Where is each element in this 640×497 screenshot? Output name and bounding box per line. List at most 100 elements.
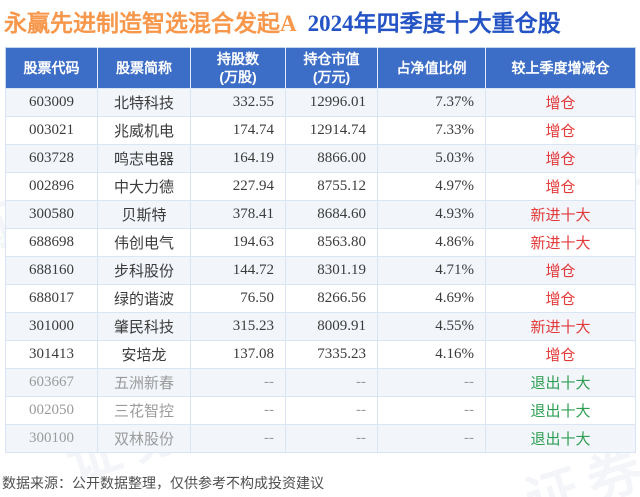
table-row: 688017 绿的谐波 76.50 8266.56 4.69% 增仓 bbox=[5, 284, 636, 313]
cell-position-change: 增仓 bbox=[485, 172, 636, 201]
cell-market-value: -- bbox=[285, 396, 378, 425]
cell-market-value: 12914.74 bbox=[285, 116, 378, 145]
cell-stock-code: 688017 bbox=[5, 284, 98, 313]
table-row: 300580 贝斯特 378.41 8684.60 4.93% 新进十大 bbox=[5, 200, 636, 229]
cell-shares-held: 137.08 bbox=[190, 340, 286, 369]
cell-net-pct: -- bbox=[377, 424, 486, 453]
cell-stock-code: 603728 bbox=[5, 144, 98, 173]
cell-position-change: 增仓 bbox=[485, 88, 636, 117]
cell-shares-held: 227.94 bbox=[190, 172, 286, 201]
cell-net-pct: 7.37% bbox=[377, 88, 486, 117]
table-row: 603728 鸣志电器 164.19 8866.00 5.03% 增仓 bbox=[5, 144, 636, 173]
cell-market-value: -- bbox=[285, 368, 378, 397]
cell-market-value: 8866.00 bbox=[285, 144, 378, 173]
column-header-name: 股票简称 bbox=[97, 47, 191, 89]
cell-shares-held: -- bbox=[190, 368, 286, 397]
column-header-action: 较上季度增减仓 bbox=[485, 47, 636, 89]
cell-stock-code: 300100 bbox=[5, 424, 98, 453]
cell-stock-name: 中大力德 bbox=[97, 172, 191, 201]
table-row: 002896 中大力德 227.94 8755.12 4.97% 增仓 bbox=[5, 172, 636, 201]
cell-net-pct: 4.55% bbox=[377, 312, 486, 341]
cell-position-change: 新进十大 bbox=[485, 228, 636, 257]
report-period: 2024年四季度十大重仓股 bbox=[307, 11, 561, 36]
cell-net-pct: 7.33% bbox=[377, 116, 486, 145]
cell-stock-name: 五洲新春 bbox=[97, 368, 191, 397]
cell-position-change: 增仓 bbox=[485, 256, 636, 285]
cell-net-pct: 5.03% bbox=[377, 144, 486, 173]
cell-market-value: 8301.19 bbox=[285, 256, 378, 285]
cell-shares-held: -- bbox=[190, 396, 286, 425]
cell-position-change: 增仓 bbox=[485, 284, 636, 313]
cell-stock-name: 兆威机电 bbox=[97, 116, 191, 145]
cell-position-change: 增仓 bbox=[485, 116, 636, 145]
cell-stock-code: 603009 bbox=[5, 88, 98, 117]
cell-stock-name: 步科股份 bbox=[97, 256, 191, 285]
cell-stock-code: 301000 bbox=[5, 312, 98, 341]
table-row: 003021 兆威机电 174.74 12914.74 7.33% 增仓 bbox=[5, 116, 636, 145]
cell-stock-name: 安培龙 bbox=[97, 340, 191, 369]
cell-stock-code: 688698 bbox=[5, 228, 98, 257]
cell-market-value: 12996.01 bbox=[285, 88, 378, 117]
cell-market-value: -- bbox=[285, 424, 378, 453]
data-source-note: 数据来源：公开数据整理，仅供参考不构成投资建议 bbox=[2, 475, 324, 491]
cell-stock-code: 003021 bbox=[5, 116, 98, 145]
cell-net-pct: -- bbox=[377, 396, 486, 425]
cell-shares-held: 76.50 bbox=[190, 284, 286, 313]
table-header-row: 股票代码 股票简称 持股数 (万股) 持仓市值 (万元) 占净值比例 较上季度增减仓 bbox=[5, 47, 636, 89]
cell-market-value: 8009.91 bbox=[285, 312, 378, 341]
cell-shares-held: 144.72 bbox=[190, 256, 286, 285]
holdings-table: 股票代码 股票简称 持股数 (万股) 持仓市值 (万元) 占净值比例 较上季度增减仓 60… bbox=[5, 47, 636, 453]
cell-position-change: 新进十大 bbox=[485, 200, 636, 229]
table-row: 603009 北特科技 332.55 12996.01 7.37% 增仓 bbox=[5, 88, 636, 117]
table-row: 301413 安培龙 137.08 7335.23 4.16% 增仓 bbox=[5, 340, 636, 369]
cell-stock-name: 绿的谐波 bbox=[97, 284, 191, 313]
cell-position-change: 增仓 bbox=[485, 144, 636, 173]
cell-market-value: 8563.80 bbox=[285, 228, 378, 257]
cell-stock-name: 双林股份 bbox=[97, 424, 191, 453]
table-row: 603667 五洲新春 -- -- -- 退出十大 bbox=[5, 368, 636, 397]
cell-shares-held: 194.63 bbox=[190, 228, 286, 257]
cell-stock-name: 鸣志电器 bbox=[97, 144, 191, 173]
column-header-shares: 持股数 (万股) bbox=[190, 47, 286, 89]
cell-net-pct: 4.71% bbox=[377, 256, 486, 285]
column-header-pct: 占净值比例 bbox=[377, 47, 486, 89]
cell-position-change: 退出十大 bbox=[485, 396, 636, 425]
table-row: 688160 步科股份 144.72 8301.19 4.71% 增仓 bbox=[5, 256, 636, 285]
cell-position-change: 新进十大 bbox=[485, 312, 636, 341]
cell-stock-code: 603667 bbox=[5, 368, 98, 397]
cell-shares-held: 315.23 bbox=[190, 312, 286, 341]
page-title: 永赢先进制造智选混合发起A 2024年四季度十大重仓股 bbox=[4, 4, 561, 38]
cell-stock-name: 伟创电气 bbox=[97, 228, 191, 257]
table-row: 002050 三花智控 -- -- -- 退出十大 bbox=[5, 396, 636, 425]
cell-market-value: 8266.56 bbox=[285, 284, 378, 313]
cell-position-change: 增仓 bbox=[485, 340, 636, 369]
cell-position-change: 退出十大 bbox=[485, 424, 636, 453]
cell-shares-held: 164.19 bbox=[190, 144, 286, 173]
cell-market-value: 7335.23 bbox=[285, 340, 378, 369]
cell-net-pct: 4.16% bbox=[377, 340, 486, 369]
cell-net-pct: 4.97% bbox=[377, 172, 486, 201]
cell-position-change: 退出十大 bbox=[485, 368, 636, 397]
table-row: 688698 伟创电气 194.63 8563.80 4.86% 新进十大 bbox=[5, 228, 636, 257]
table-row: 301000 肇民科技 315.23 8009.91 4.55% 新进十大 bbox=[5, 312, 636, 341]
cell-stock-code: 002896 bbox=[5, 172, 98, 201]
cell-stock-code: 300580 bbox=[5, 200, 98, 229]
cell-net-pct: -- bbox=[377, 368, 486, 397]
cell-shares-held: 332.55 bbox=[190, 88, 286, 117]
cell-stock-name: 贝斯特 bbox=[97, 200, 191, 229]
column-header-value: 持仓市值 (万元) bbox=[285, 47, 378, 89]
cell-stock-name: 北特科技 bbox=[97, 88, 191, 117]
cell-net-pct: 4.86% bbox=[377, 228, 486, 257]
cell-shares-held: 378.41 bbox=[190, 200, 286, 229]
cell-stock-code: 301413 bbox=[5, 340, 98, 369]
column-header-code: 股票代码 bbox=[5, 47, 98, 89]
cell-stock-name: 三花智控 bbox=[97, 396, 191, 425]
cell-stock-code: 002050 bbox=[5, 396, 98, 425]
cell-net-pct: 4.93% bbox=[377, 200, 486, 229]
cell-shares-held: 174.74 bbox=[190, 116, 286, 145]
cell-stock-code: 688160 bbox=[5, 256, 98, 285]
table-row: 300100 双林股份 -- -- -- 退出十大 bbox=[5, 424, 636, 453]
cell-market-value: 8684.60 bbox=[285, 200, 378, 229]
fund-name: 永赢先进制造智选混合发起A bbox=[4, 11, 297, 36]
